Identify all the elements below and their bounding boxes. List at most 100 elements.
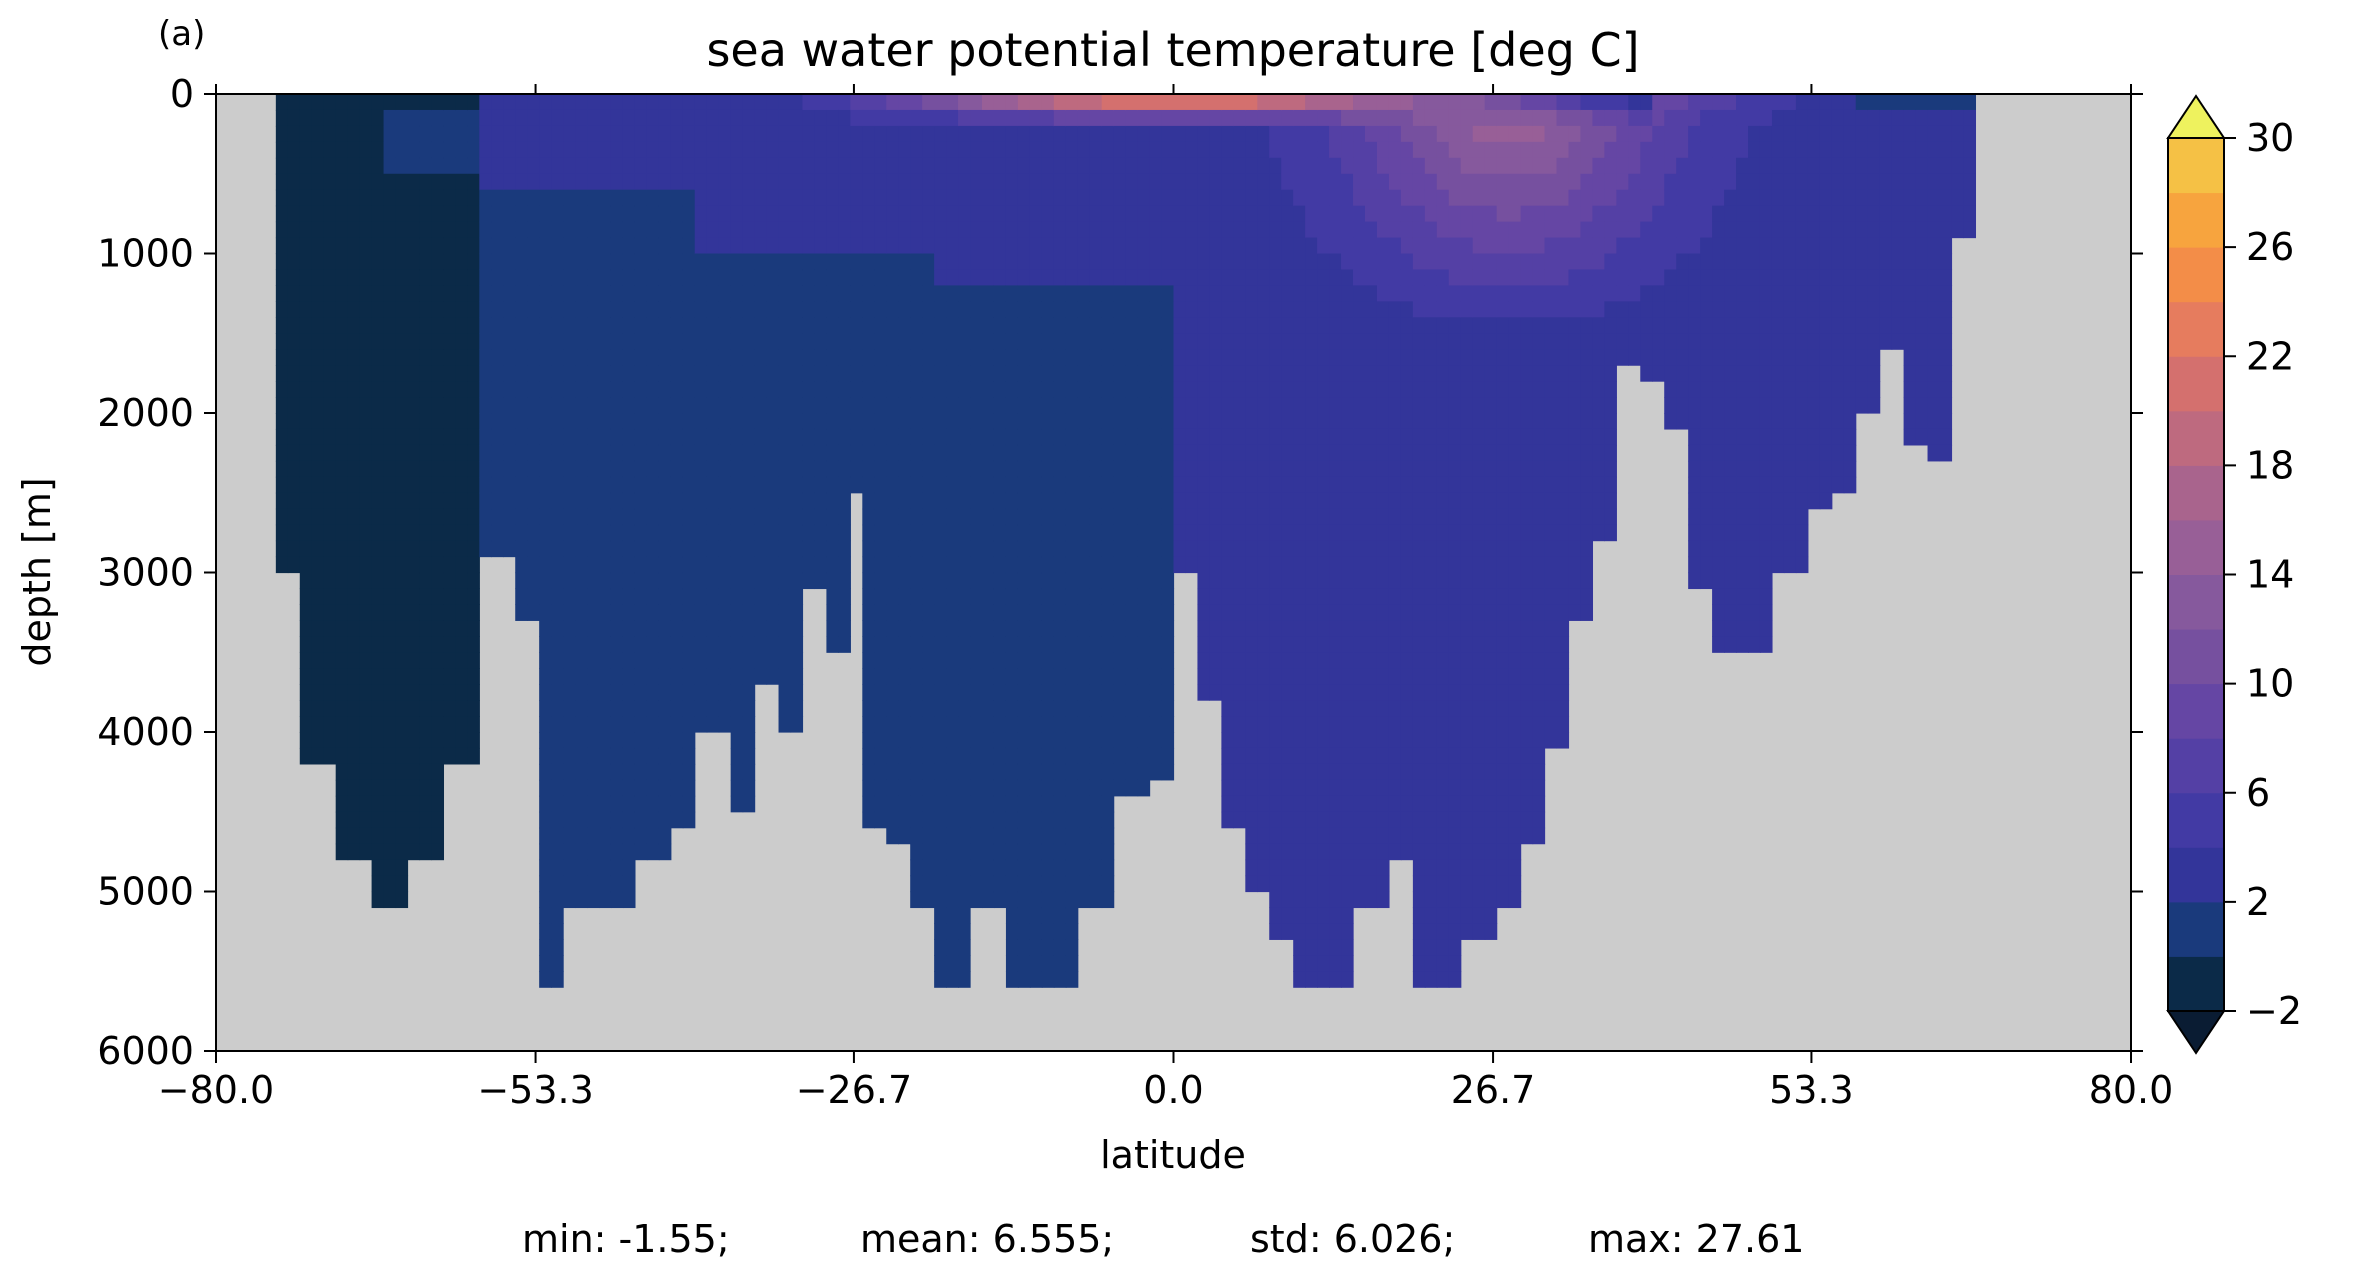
field-cell xyxy=(730,700,744,717)
field-cell xyxy=(299,301,313,318)
field-cell xyxy=(1029,556,1043,574)
field-cell xyxy=(993,811,1007,829)
field-cell xyxy=(1185,285,1199,302)
field-cell xyxy=(670,285,684,302)
field-cell xyxy=(1341,540,1354,558)
field-cell xyxy=(790,173,804,191)
field-cell xyxy=(1029,907,1043,924)
field-cell xyxy=(658,716,672,733)
field-cell xyxy=(1365,413,1378,430)
field-cell xyxy=(1508,141,1522,159)
field-cell xyxy=(539,843,552,861)
field-cell xyxy=(575,125,588,143)
field-cell xyxy=(1472,317,1486,334)
field-cell xyxy=(1341,955,1354,972)
field-cell xyxy=(1472,843,1486,861)
field-cell xyxy=(563,205,576,223)
field-cell xyxy=(1209,333,1222,350)
field-cell xyxy=(982,572,995,590)
field-cell xyxy=(275,365,289,382)
field-cell xyxy=(1185,556,1199,574)
field-cell xyxy=(1424,955,1438,972)
field-cell xyxy=(1245,444,1258,462)
field-cell xyxy=(754,397,768,414)
field-cell xyxy=(371,763,385,781)
field-cell xyxy=(1520,317,1534,334)
field-cell xyxy=(479,365,492,382)
field-cell xyxy=(1532,317,1546,334)
field-cell xyxy=(1532,588,1546,605)
field-cell xyxy=(1089,763,1103,781)
field-cell xyxy=(946,221,959,239)
field-cell xyxy=(1329,125,1342,143)
field-cell xyxy=(1137,269,1151,286)
field-cell xyxy=(862,652,875,669)
field-cell xyxy=(575,428,588,446)
field-cell xyxy=(898,285,911,302)
field-cell xyxy=(1017,460,1031,478)
field-cell xyxy=(1053,524,1067,542)
field-cell xyxy=(311,413,325,430)
field-cell xyxy=(1149,524,1163,542)
field-cell xyxy=(371,508,385,526)
field-cell xyxy=(910,556,923,574)
field-cell xyxy=(407,843,421,861)
field-cell xyxy=(1089,843,1103,861)
field-cell xyxy=(1197,157,1211,175)
field-cell xyxy=(946,540,959,558)
field-cell xyxy=(1113,94,1127,111)
field-cell xyxy=(599,349,612,366)
field-cell xyxy=(670,365,684,382)
field-cell xyxy=(1293,795,1306,813)
field-cell xyxy=(1017,971,1031,988)
field-cell xyxy=(1508,125,1522,143)
field-cell xyxy=(1388,747,1402,765)
field-cell xyxy=(670,253,684,271)
field-cell xyxy=(802,173,816,191)
field-cell xyxy=(1077,843,1091,861)
field-cell xyxy=(1293,109,1306,127)
field-cell xyxy=(347,732,361,749)
field-cell xyxy=(1424,301,1438,318)
field-cell xyxy=(1412,779,1426,797)
field-cell xyxy=(443,588,456,605)
field-cell xyxy=(1400,189,1414,207)
field-cell xyxy=(993,556,1007,574)
field-cell xyxy=(934,189,947,207)
field-cell xyxy=(1017,827,1031,845)
field-cell xyxy=(1472,333,1486,350)
field-cell xyxy=(1209,221,1222,239)
field-cell xyxy=(778,508,792,526)
field-cell xyxy=(1161,269,1175,286)
field-cell xyxy=(563,572,576,590)
field-cell xyxy=(1556,94,1570,111)
field-cell xyxy=(599,397,612,414)
field-cell xyxy=(275,94,289,111)
field-cell xyxy=(275,237,289,255)
field-cell xyxy=(1460,189,1474,207)
field-cell xyxy=(730,604,744,621)
field-cell xyxy=(1257,476,1270,494)
field-cell xyxy=(1041,141,1055,159)
field-cell xyxy=(694,636,708,653)
field-cell xyxy=(1424,173,1438,191)
field-cell xyxy=(1293,317,1306,334)
field-cell xyxy=(1101,397,1115,414)
field-cell xyxy=(993,700,1007,717)
field-cell xyxy=(1053,604,1067,621)
field-cell xyxy=(1161,189,1175,207)
field-cell xyxy=(898,317,911,334)
field-cell xyxy=(898,237,911,255)
field-cell xyxy=(1197,636,1211,653)
field-cell xyxy=(1101,620,1115,637)
field-cell xyxy=(1113,189,1127,207)
field-cell xyxy=(634,349,648,366)
field-cell xyxy=(275,141,289,159)
field-cell xyxy=(1245,157,1258,175)
field-cell xyxy=(850,476,863,494)
field-cell xyxy=(1209,620,1222,637)
field-cell xyxy=(1041,716,1055,733)
field-cell xyxy=(1305,716,1318,733)
field-cell xyxy=(1065,428,1079,446)
field-cell xyxy=(1424,141,1438,159)
